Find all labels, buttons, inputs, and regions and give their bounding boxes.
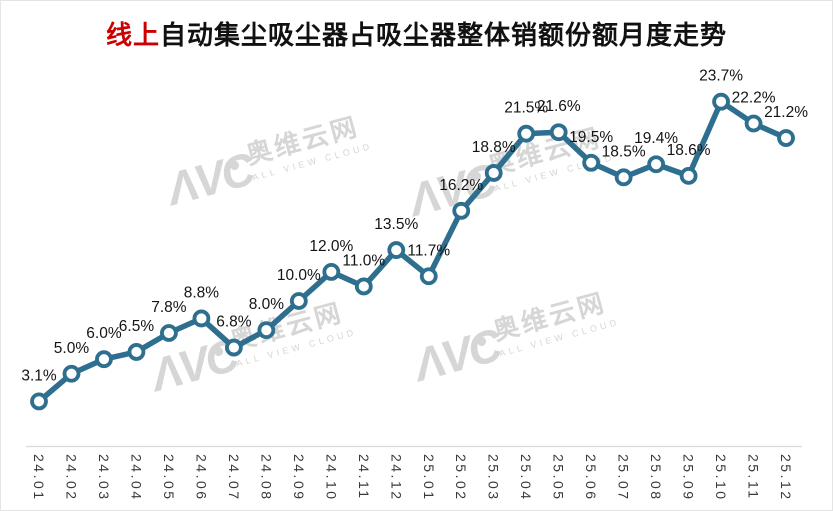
x-axis-label: 24.02 — [63, 454, 79, 502]
data-point-marker — [192, 309, 211, 328]
data-label: 8.0% — [249, 296, 285, 313]
data-label: 19.5% — [569, 129, 613, 146]
x-axis-label: 25.01 — [421, 454, 437, 502]
data-point-marker — [127, 343, 146, 361]
x-axis-label: 25.07 — [616, 454, 632, 502]
x-axis-label: 25.03 — [486, 454, 502, 502]
data-point-marker — [160, 324, 178, 342]
data-label: 23.7% — [699, 68, 743, 85]
data-label: 3.1% — [21, 367, 57, 384]
data-point-marker — [62, 364, 81, 383]
data-point-marker — [582, 153, 601, 172]
title-main: 自动集尘吸尘器占吸尘器整体销额份额月度走势 — [160, 20, 728, 50]
x-axis-label: 24.09 — [291, 454, 307, 502]
data-point-marker — [744, 114, 763, 133]
x-axis-label: 24.10 — [323, 454, 339, 502]
x-axis-label: 25.11 — [746, 454, 762, 501]
data-point-marker — [777, 129, 795, 147]
data-point-marker — [452, 201, 471, 220]
data-label: 16.2% — [439, 177, 483, 194]
x-axis-label: 24.08 — [258, 454, 274, 502]
x-axis-label: 24.11 — [356, 454, 372, 501]
data-point-marker — [354, 277, 373, 296]
x-axis-label: 24.12 — [388, 454, 404, 502]
data-label: 6.0% — [86, 325, 122, 342]
data-label: 18.5% — [602, 143, 646, 160]
data-point-marker — [322, 262, 341, 281]
data-label: 5.0% — [54, 340, 90, 357]
x-axis-label: 24.07 — [226, 454, 242, 502]
x-axis-label: 25.08 — [648, 454, 664, 502]
data-label: 21.5% — [504, 100, 548, 117]
data-point-marker — [517, 124, 536, 143]
chart-title: 线上自动集尘吸尘器占吸尘器整体销额份额月度走势 — [1, 15, 832, 52]
data-label: 7.8% — [151, 299, 187, 316]
data-label: 12.0% — [309, 238, 353, 255]
data-label: 10.0% — [277, 267, 321, 284]
data-point-marker — [257, 321, 276, 340]
x-axis-label: 24.04 — [128, 454, 144, 502]
x-axis-label: 24.06 — [193, 454, 209, 502]
data-label: 18.6% — [667, 142, 711, 159]
data-point-marker — [549, 123, 568, 142]
title-highlight: 线上 — [105, 20, 160, 50]
data-point-marker — [95, 350, 113, 369]
x-axis-label: 25.06 — [583, 454, 599, 502]
data-label: 21.6% — [537, 98, 581, 115]
data-point-marker — [30, 392, 48, 411]
data-point-marker — [289, 292, 308, 310]
data-point-marker — [387, 241, 406, 259]
data-label: 22.2% — [732, 89, 776, 106]
x-axis-label: 25.12 — [778, 454, 794, 502]
data-label: 13.5% — [374, 216, 418, 233]
data-point-marker — [679, 166, 698, 185]
data-point-marker — [484, 164, 503, 182]
x-axis-label: 24.03 — [96, 454, 112, 502]
data-point-marker — [224, 338, 243, 357]
data-point-marker — [712, 92, 730, 111]
x-axis-label: 24.01 — [31, 454, 47, 502]
x-axis-label: 25.02 — [453, 454, 469, 502]
data-label: 8.8% — [184, 284, 220, 301]
data-label: 21.2% — [764, 104, 808, 121]
data-label: 11.7% — [407, 242, 450, 259]
data-label: 6.5% — [119, 318, 155, 335]
data-label: 18.8% — [472, 139, 516, 156]
data-label: 6.8% — [216, 314, 252, 331]
x-axis-label: 24.05 — [161, 454, 177, 502]
data-point-marker — [419, 267, 438, 286]
x-axis-label: 25.10 — [713, 454, 729, 502]
data-label: 11.0% — [342, 252, 385, 269]
x-axis-label: 25.09 — [681, 454, 697, 502]
x-axis-label: 25.05 — [551, 454, 567, 502]
data-label: 19.4% — [634, 130, 678, 147]
x-axis-label: 25.04 — [518, 454, 534, 502]
data-point-marker — [614, 168, 633, 187]
data-point-marker — [647, 155, 666, 174]
